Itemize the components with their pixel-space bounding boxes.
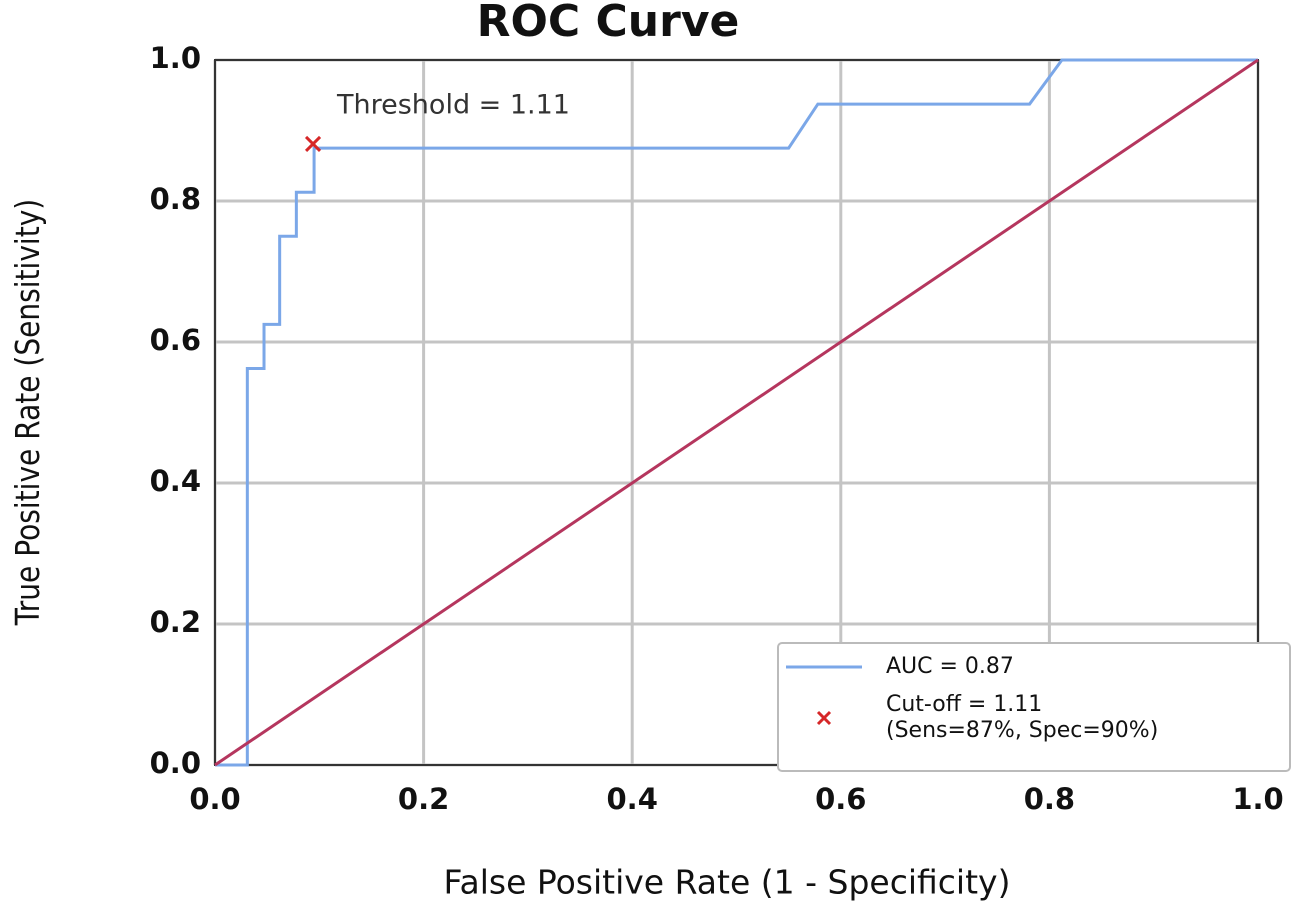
line-series bbox=[214, 58, 1259, 767]
annotation: Threshold = 1.11 bbox=[336, 89, 570, 120]
x-tick-label: 0.8 bbox=[1024, 782, 1075, 816]
y-tick-label: 0.2 bbox=[150, 605, 201, 639]
plot-frame bbox=[214, 59, 1259, 766]
x-tick-label: 0.4 bbox=[607, 782, 658, 816]
x-tick-label: 0.6 bbox=[815, 782, 866, 816]
y-tick-label: 0.0 bbox=[150, 746, 201, 780]
y-tick-label: 1.0 bbox=[150, 41, 201, 75]
legend-swatch bbox=[816, 710, 832, 726]
x-tick-label: 0.2 bbox=[398, 782, 449, 816]
x-tick-label: 1.0 bbox=[1232, 782, 1283, 816]
y-axis-label: True Positive Rate (Sensitivity) bbox=[10, 199, 48, 626]
legend-box bbox=[777, 642, 1291, 772]
x-tick-label: 0.0 bbox=[189, 782, 240, 816]
legend-label: AUC = 0.87 bbox=[886, 654, 1014, 679]
y-tick-label: 0.4 bbox=[150, 464, 201, 498]
chart-title: ROC Curve bbox=[477, 0, 740, 47]
y-tick-label: 0.8 bbox=[150, 182, 201, 216]
marker bbox=[304, 135, 322, 152]
legend-label: Cut-off = 1.11 (Sens=87%, Spec=90%) bbox=[886, 692, 1158, 743]
x-axis-label: False Positive Rate (1 - Specificity) bbox=[444, 863, 1011, 902]
y-tick-label: 0.6 bbox=[150, 323, 201, 357]
line-series bbox=[215, 58, 1258, 767]
